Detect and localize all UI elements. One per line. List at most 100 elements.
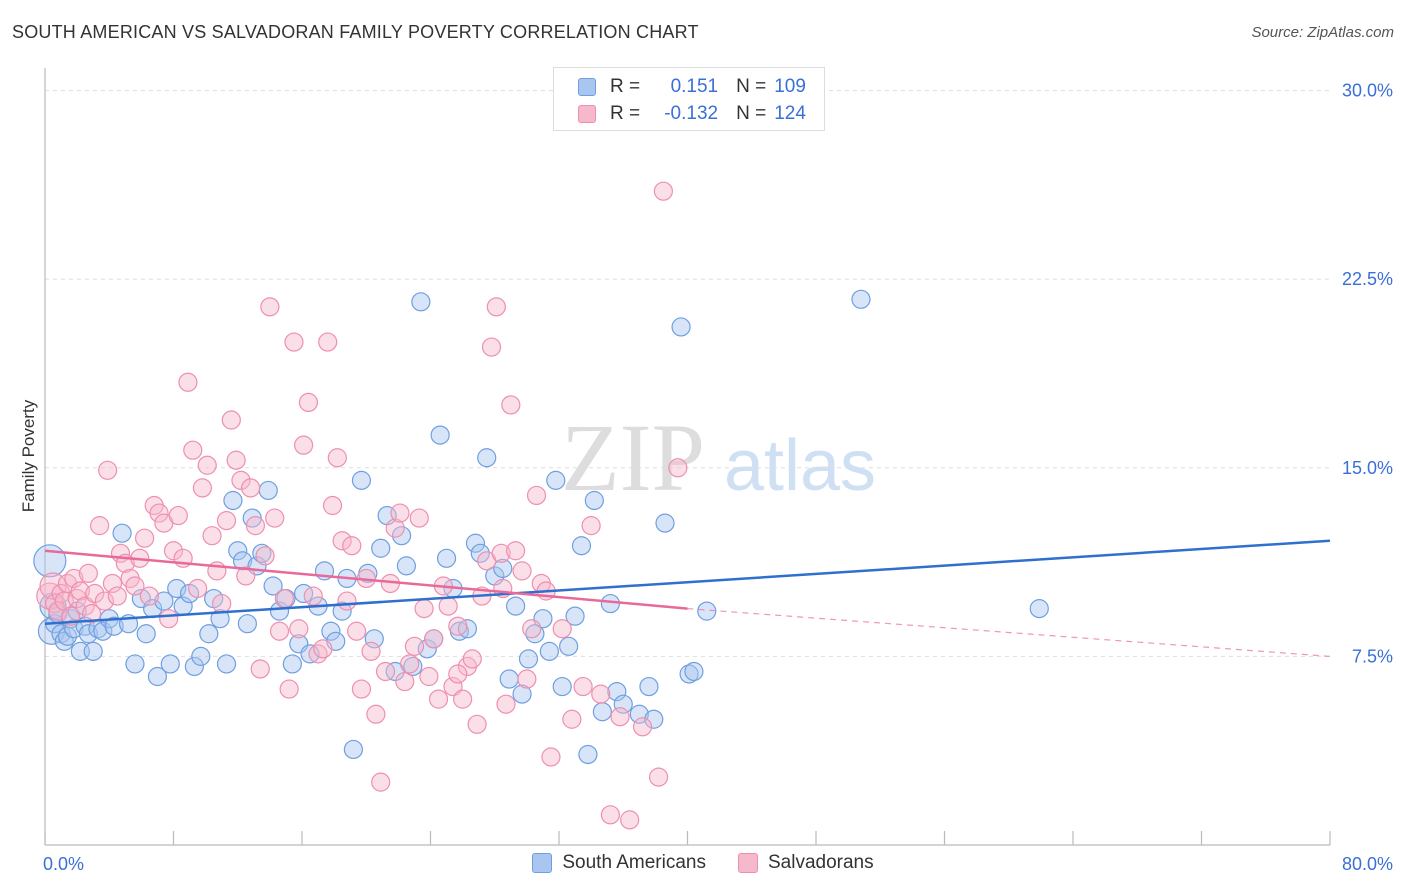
- south-american-point: [263, 576, 283, 596]
- salvadoran-trendline-extension: [687, 608, 1331, 657]
- south-american-point: [578, 744, 598, 765]
- south-american-point: [258, 480, 278, 501]
- south-american-point: [411, 292, 431, 312]
- south-american-point: [512, 684, 532, 704]
- salvadoran-point: [192, 478, 213, 498]
- salvadoran-point: [284, 332, 304, 352]
- south-american-point: [1029, 599, 1049, 619]
- salvadoran-point: [64, 568, 84, 589]
- salvadoran-point: [390, 503, 410, 523]
- south-american-point: [403, 656, 423, 677]
- salvadoran-point: [294, 435, 314, 455]
- salvadoran-point: [178, 372, 198, 392]
- salvadoran-point: [107, 586, 127, 606]
- south-american-point: [147, 666, 168, 687]
- r-label: R =: [610, 103, 641, 124]
- salvadoran-point: [385, 518, 405, 538]
- salvadoran-point: [541, 747, 561, 767]
- south-american-point: [552, 676, 572, 697]
- south-american-point: [436, 548, 457, 568]
- south-american-point: [684, 661, 704, 682]
- salvadoran-point: [81, 604, 102, 624]
- salvadoran-point: [221, 410, 241, 430]
- legend-label: Salvadorans: [768, 852, 874, 873]
- y-axis-label: Family Poverty: [19, 399, 38, 512]
- x-tick-label: 80.0%: [1342, 854, 1393, 874]
- salvadoran-point: [187, 578, 208, 599]
- salvadoran-point: [448, 664, 468, 684]
- salvadoran-point: [98, 460, 118, 480]
- salvadoran-point: [600, 805, 621, 825]
- salvadoran-point: [269, 621, 290, 641]
- r-value: -0.132: [664, 103, 719, 124]
- salvadoran-point: [462, 649, 482, 669]
- salvadoran-point: [573, 676, 593, 697]
- south-american-point: [332, 601, 352, 621]
- salvadoran-point: [610, 707, 630, 727]
- salvadoran-point: [506, 541, 526, 561]
- series-legend: South Americans Salvadorans: [0, 852, 1406, 874]
- salvadoran-point: [375, 661, 396, 682]
- south-american-point: [477, 448, 497, 468]
- south-american-point: [506, 596, 526, 616]
- south-american-point: [629, 704, 649, 724]
- south-american-point: [559, 636, 579, 656]
- salvadoran-point: [303, 586, 323, 606]
- salvadoran-point: [517, 669, 537, 689]
- n-label: N =: [736, 103, 767, 124]
- salvadoran-point: [414, 599, 434, 619]
- salvadoran-point: [245, 516, 266, 536]
- n-value: 124: [774, 103, 806, 124]
- south-american-point: [671, 317, 691, 337]
- south-american-point: [470, 543, 490, 563]
- pink-swatch: [738, 853, 758, 873]
- salvadoran-point: [467, 714, 487, 734]
- salvadoran-point: [149, 503, 169, 523]
- salvadoran-point: [298, 392, 319, 413]
- salvadoran-point: [318, 332, 338, 352]
- salvadoran-point: [361, 641, 381, 661]
- salvadoran-point: [428, 689, 449, 709]
- south-american-point: [396, 556, 417, 576]
- salvadoran-point: [491, 543, 511, 563]
- salvadoran-point: [438, 596, 458, 616]
- south-american-point: [565, 606, 585, 626]
- south-american-point: [252, 543, 272, 563]
- salvadoran-point: [453, 689, 473, 709]
- south-american-point: [321, 621, 341, 641]
- salvadoran-point: [342, 536, 362, 556]
- south-american-point: [546, 470, 566, 490]
- south-american-point: [232, 551, 253, 571]
- salvadoran-point: [255, 546, 275, 566]
- south-american-point: [167, 578, 187, 599]
- salvadoran-point: [279, 679, 299, 699]
- salvadoran-point: [448, 616, 468, 636]
- y-tick-label: 22.5%: [1342, 269, 1393, 289]
- salvadoran-point: [94, 591, 115, 611]
- blue-swatch: [532, 853, 553, 873]
- salvadoran-point: [85, 583, 105, 604]
- salvadoran-point: [648, 767, 669, 787]
- south-american-point: [83, 641, 103, 661]
- salvadoran-point: [159, 609, 179, 629]
- south-american-point: [184, 656, 204, 677]
- salvadoran-point: [668, 458, 688, 478]
- salvadoran-point: [512, 561, 532, 581]
- south-american-trendline: [44, 539, 1331, 625]
- south-american-point: [607, 681, 627, 702]
- n-value: 109: [774, 76, 806, 97]
- south-american-point: [191, 646, 211, 666]
- south-american-point: [571, 536, 592, 556]
- salvadoran-point: [260, 297, 280, 317]
- source-credit: Source: ZipAtlas.com: [1251, 24, 1394, 41]
- salvadoran-point: [424, 629, 444, 649]
- salvadoran-point: [139, 586, 160, 606]
- salvadoran-point: [265, 508, 285, 528]
- south-american-point: [78, 624, 98, 644]
- salvadoran-point: [163, 541, 184, 561]
- r-value: 0.151: [670, 76, 719, 97]
- south-american-point: [493, 558, 513, 578]
- salvadoran-point: [70, 581, 90, 601]
- salvadoran-point: [125, 576, 145, 596]
